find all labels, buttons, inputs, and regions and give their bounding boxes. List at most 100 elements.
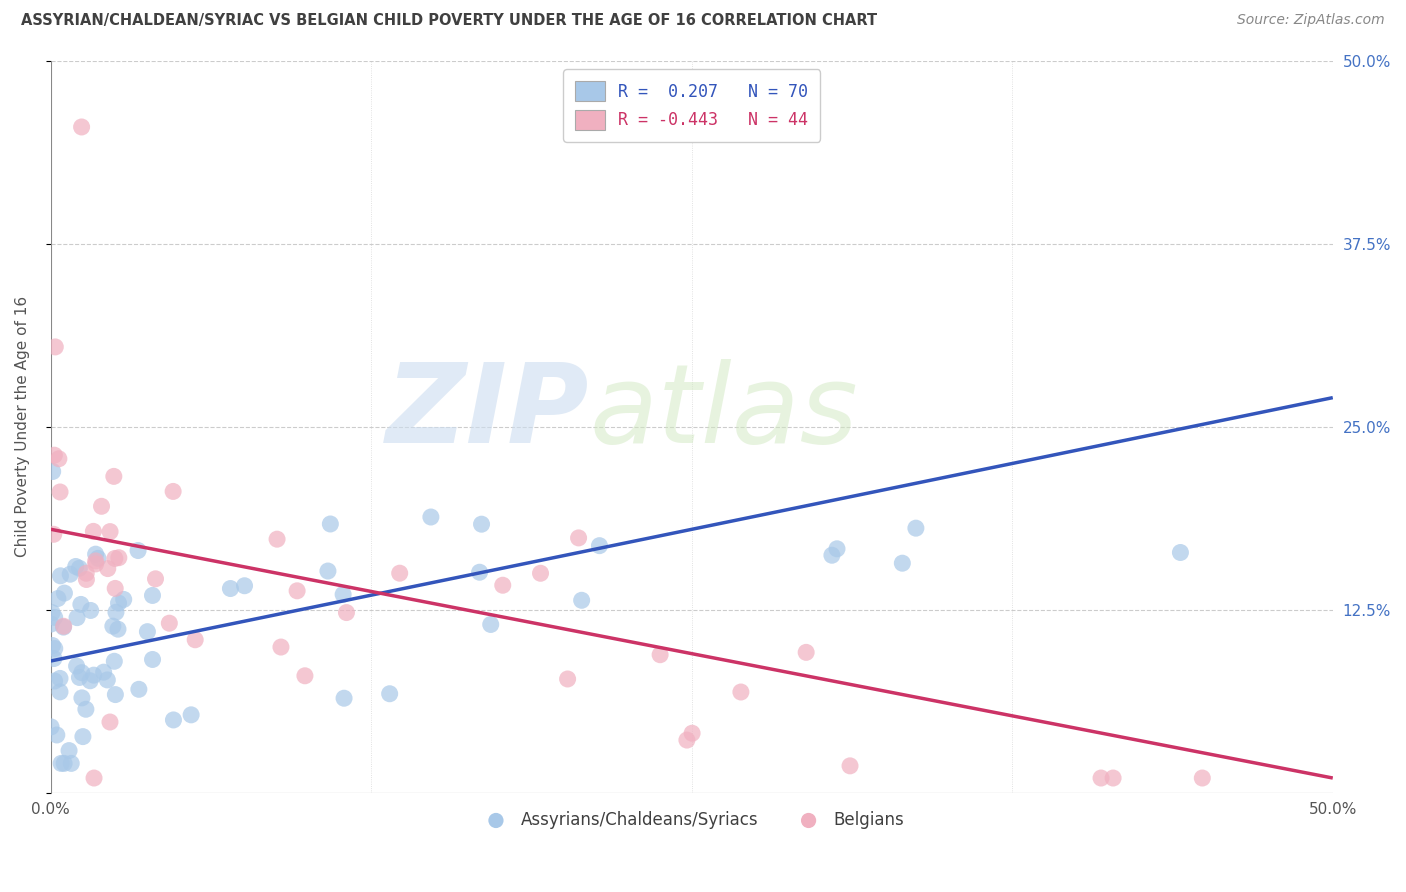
Point <box>96 673 118 687</box>
Point <box>84 554 107 568</box>
Point <box>270 640 292 654</box>
Point <box>529 566 551 581</box>
Point <box>44 340 66 354</box>
Point <box>42 651 65 665</box>
Text: ZIP: ZIP <box>385 359 589 466</box>
Point <box>145 572 167 586</box>
Point <box>107 596 129 610</box>
Point <box>60 756 83 771</box>
Point <box>44 448 66 462</box>
Point <box>825 541 848 556</box>
Point <box>568 531 591 545</box>
Point <box>42 527 65 541</box>
Point <box>70 120 93 134</box>
Point <box>59 567 82 582</box>
Point <box>101 619 124 633</box>
Point <box>39 617 62 632</box>
Point <box>571 593 593 607</box>
Point <box>319 516 342 531</box>
Point <box>83 668 105 682</box>
Point <box>70 690 93 705</box>
Point <box>49 756 72 771</box>
Point <box>66 610 89 624</box>
Point <box>141 652 163 666</box>
Point <box>681 726 703 740</box>
Point <box>468 566 491 580</box>
Point <box>388 566 411 581</box>
Point <box>285 583 308 598</box>
Point <box>53 756 76 771</box>
Point <box>90 500 112 514</box>
Text: ASSYRIAN/CHALDEAN/SYRIAC VS BELGIAN CHILD POVERTY UNDER THE AGE OF 16 CORRELATIO: ASSYRIAN/CHALDEAN/SYRIAC VS BELGIAN CHIL… <box>21 13 877 29</box>
Point <box>75 573 97 587</box>
Point <box>44 641 66 656</box>
Point <box>44 673 66 688</box>
Point <box>41 606 63 620</box>
Point <box>1170 545 1192 559</box>
Point <box>103 654 125 668</box>
Point <box>103 469 125 483</box>
Point <box>44 610 66 624</box>
Point <box>730 685 752 699</box>
Point <box>48 451 70 466</box>
Point <box>69 670 91 684</box>
Point <box>891 556 914 570</box>
Point <box>1191 771 1213 785</box>
Point <box>904 521 927 535</box>
Point <box>157 616 180 631</box>
Point <box>108 550 131 565</box>
Point <box>419 510 441 524</box>
Point <box>839 759 862 773</box>
Point <box>72 730 94 744</box>
Point <box>136 624 159 639</box>
Point <box>53 586 76 600</box>
Point <box>676 733 699 747</box>
Point <box>41 639 63 653</box>
Text: atlas: atlas <box>589 359 858 466</box>
Point <box>127 543 149 558</box>
Point <box>87 551 110 566</box>
Point <box>1090 771 1112 785</box>
Point <box>180 707 202 722</box>
Point <box>1102 771 1125 785</box>
Point <box>52 619 75 633</box>
Point <box>45 728 67 742</box>
Point <box>184 632 207 647</box>
Point <box>84 557 107 571</box>
Y-axis label: Child Poverty Under the Age of 16: Child Poverty Under the Age of 16 <box>15 296 30 558</box>
Point <box>67 561 90 575</box>
Point <box>294 669 316 683</box>
Point <box>479 617 502 632</box>
Point <box>93 665 115 680</box>
Point <box>39 720 62 734</box>
Point <box>97 561 120 575</box>
Point <box>162 713 184 727</box>
Point <box>821 548 844 562</box>
Point <box>648 648 671 662</box>
Point <box>41 465 63 479</box>
Point <box>65 559 87 574</box>
Point <box>378 687 401 701</box>
Point <box>75 566 97 581</box>
Point <box>333 691 356 706</box>
Point <box>112 592 135 607</box>
Point <box>98 714 121 729</box>
Point <box>49 569 72 583</box>
Point <box>266 532 288 546</box>
Point <box>82 524 104 539</box>
Point <box>104 605 127 619</box>
Point <box>335 606 357 620</box>
Legend: Assyrians/Chaldeans/Syriacs, Belgians: Assyrians/Chaldeans/Syriacs, Belgians <box>472 805 911 836</box>
Point <box>79 673 101 688</box>
Point <box>332 587 354 601</box>
Point <box>104 582 127 596</box>
Point <box>79 603 101 617</box>
Point <box>557 672 579 686</box>
Point <box>70 598 93 612</box>
Point <box>128 682 150 697</box>
Point <box>316 564 339 578</box>
Point <box>52 620 75 634</box>
Point <box>470 517 492 532</box>
Point <box>104 688 127 702</box>
Text: Source: ZipAtlas.com: Source: ZipAtlas.com <box>1237 13 1385 28</box>
